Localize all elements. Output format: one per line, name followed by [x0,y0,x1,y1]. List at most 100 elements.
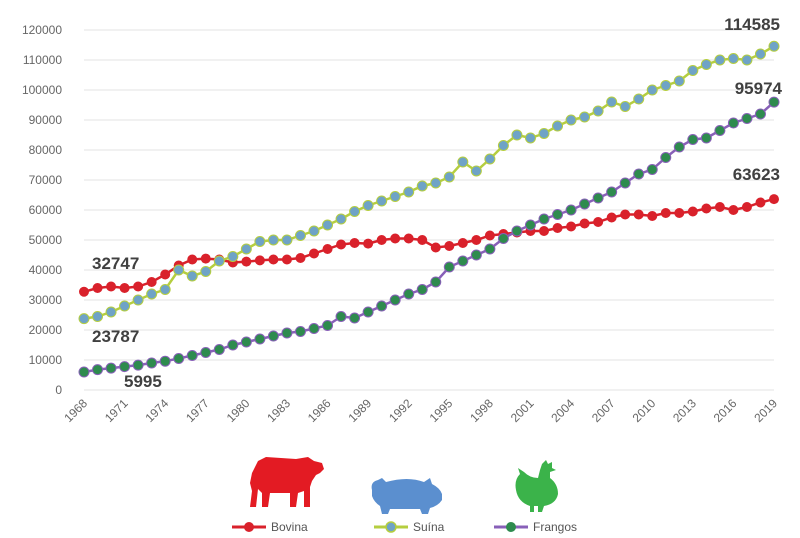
point-suna [646,84,658,96]
point-frangos [470,249,482,261]
point-frangos [416,284,428,295]
point-bovina [579,218,590,229]
point-frangos [213,344,225,355]
point-frangos [565,204,577,216]
point-bovina [79,286,89,297]
point-bovina [457,238,468,248]
point-suna [497,140,509,151]
point-bovina [241,256,252,267]
point-frangos [132,359,144,371]
series-line-bovina [83,197,775,294]
point-suna [146,288,158,300]
point-bovina [444,241,455,251]
point-suna [619,101,631,112]
x-tick-label: 2007 [589,396,618,425]
x-tick-label: 2001 [508,396,537,425]
point-frangos [389,294,401,306]
point-frangos [281,327,293,339]
point-bovina [769,194,779,205]
point-bovina [566,221,577,232]
point-frangos [308,323,320,334]
x-tick-label: 1989 [345,396,374,425]
point-suna [227,251,239,262]
legend-label-suina: Suína [413,520,445,534]
point-suna [430,177,442,189]
point-frangos [497,233,509,244]
point-suna [714,54,726,66]
point-suna [633,93,645,105]
point-frangos [78,366,90,378]
point-bovina [674,208,685,218]
point-bovina [295,253,306,263]
legend-item-bovina: Bovina [232,520,308,534]
point-suna [768,40,780,52]
point-suna [78,313,90,325]
point-bovina [92,283,103,293]
point-bovina [633,209,644,220]
point-bovina [254,255,265,266]
y-tick-label: 30000 [29,293,63,307]
point-frangos [741,113,753,124]
point-frangos [403,288,415,300]
y-tick-label: 70000 [29,173,63,187]
point-suna [308,225,320,237]
point-suna [511,129,523,141]
x-tick-label: 1977 [183,396,212,425]
point-suna [159,284,171,295]
annotation-frangos-end: 95974 [735,79,783,98]
point-bovina [390,233,401,244]
x-tick-label: 2016 [711,396,740,425]
point-suna [457,156,469,168]
point-frangos [524,219,536,231]
point-bovina [336,239,347,250]
point-frangos [457,255,469,267]
data-annotations: 32747 23787 5995 114585 95974 63623 [92,15,783,391]
y-tick-label: 60000 [29,203,63,217]
annotation-suina-end: 114585 [724,15,780,34]
point-frangos [646,164,658,175]
point-suna [727,53,739,64]
y-tick-label: 50000 [29,233,63,247]
point-bovina [430,242,441,253]
point-bovina [146,277,157,287]
point-frangos [673,141,685,153]
point-suna [741,54,753,66]
point-suna [254,236,266,247]
point-frangos [430,276,442,288]
point-frangos [376,300,388,312]
point-frangos [579,198,591,210]
y-tick-label: 40000 [29,263,63,277]
point-bovina [471,235,482,245]
point-frangos [105,362,117,374]
point-frangos [362,306,374,318]
point-frangos [714,125,726,136]
y-tick-label: 10000 [29,353,63,367]
point-frangos [700,132,712,144]
annotation-bovina-end: 63623 [733,165,780,184]
x-tick-label: 1998 [467,396,496,425]
x-tick-label: 1971 [102,396,131,425]
point-bovina [403,233,414,244]
point-bovina [363,238,374,249]
y-tick-label: 110000 [23,53,62,67]
point-frangos [349,312,361,324]
point-suna [322,219,334,231]
point-bovina [539,226,549,236]
point-bovina [741,202,752,212]
series-lines [78,40,780,378]
annotation-frangos-start: 5995 [124,372,162,391]
point-suna [267,234,279,246]
point-bovina [309,248,319,259]
x-tick-label: 1968 [61,396,90,425]
point-suna [524,132,536,144]
point-bovina [593,217,604,227]
point-bovina [714,202,725,212]
point-frangos [754,108,766,120]
point-frangos [592,192,604,204]
point-suna [673,75,685,87]
point-bovina [552,223,563,233]
point-frangos [267,330,279,342]
point-suna [132,294,144,306]
point-bovina [755,197,766,208]
